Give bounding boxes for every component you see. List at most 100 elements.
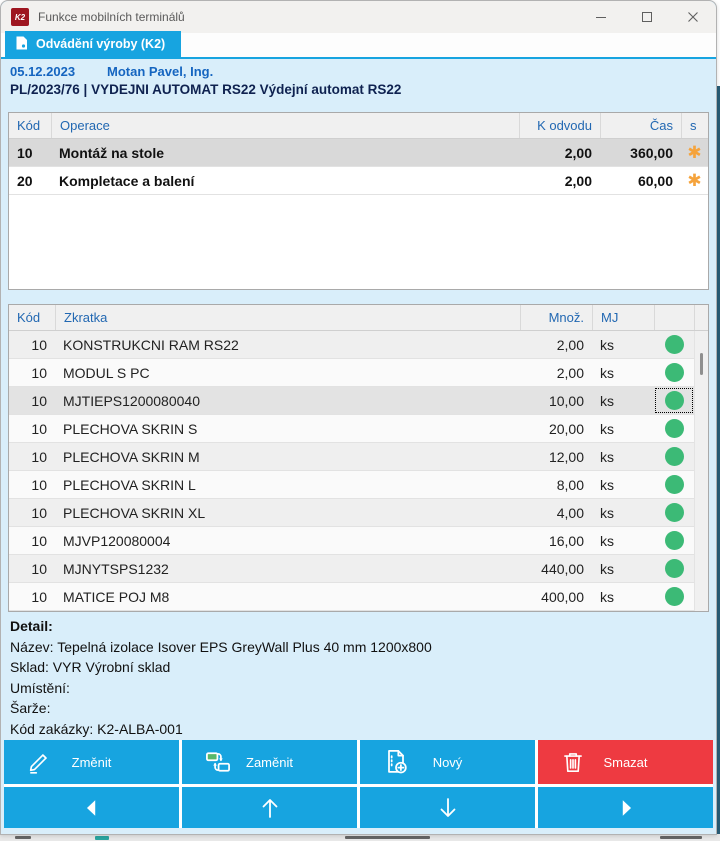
nav-left-button[interactable] [4, 787, 179, 828]
nav-up-button[interactable] [182, 787, 357, 828]
status-indicator [654, 443, 694, 470]
maximize-button[interactable] [624, 1, 670, 33]
cell-mj: ks [600, 588, 614, 605]
cell-mnoz: 400,00 [541, 588, 584, 605]
tab-odvadeni-vyroby[interactable]: Odvádění výroby (K2) [5, 31, 182, 57]
delete-button-label: Smazat [603, 754, 648, 770]
detail-title: Detail: [10, 618, 53, 634]
cell-kod: 10 [31, 588, 47, 605]
status-indicator [654, 583, 694, 610]
green-status-icon [664, 447, 684, 466]
table-row[interactable]: 10 KONSTRUKCNI RAM RS22 2,00 ks [9, 331, 708, 359]
cell-kod: 10 [31, 504, 47, 521]
green-status-icon [664, 363, 684, 382]
k2-app-icon: K2 [11, 8, 29, 26]
tab-label: Odvádění výroby (K2) [36, 37, 166, 51]
background-text-fragment [15, 836, 31, 839]
nav-down-button[interactable] [360, 787, 535, 828]
trash-icon [560, 749, 586, 775]
production-document-icon [15, 36, 28, 53]
swap-icon [204, 748, 232, 776]
delete-button[interactable]: Smazat [538, 740, 713, 784]
cell-mj: ks [600, 364, 614, 381]
arrow-down-icon [436, 795, 460, 821]
cell-zkratka: MODUL S PC [63, 364, 150, 381]
detail-umisteni: Umístění: [10, 679, 70, 696]
new-button-label: Nový [432, 754, 463, 770]
column-header-operace: Operace [51, 113, 519, 138]
green-status-icon [664, 391, 684, 410]
cell-zkratka: PLECHOVA SKRIN L [63, 476, 196, 493]
cell-mnoz: 8,00 [556, 476, 584, 493]
detail-panel: Detail: Název: Tepelná izolace Isover EP… [1, 612, 716, 738]
cell-zkratka: KONSTRUKCNI RAM RS22 [63, 336, 239, 353]
cell-zkratka: MJTIEPS1200080040 [63, 392, 200, 409]
column-header-status [654, 305, 694, 330]
minimize-button[interactable] [578, 1, 624, 33]
materials-table: Kód Zkratka Množ. MJ 10 KONSTRUKCNI RAM … [8, 304, 709, 612]
table-row[interactable]: 20 Kompletace a balení 2,00 60,00 ✱ [9, 167, 708, 195]
change-button-label: Změnit [71, 754, 112, 770]
table-row[interactable]: 10 PLECHOVA SKRIN S 20,00 ks [9, 415, 708, 443]
status-indicator [654, 555, 694, 582]
column-header-cas: Čas [600, 113, 681, 138]
cell-mnoz: 20,00 [548, 420, 584, 437]
cell-mnoz: 440,00 [541, 560, 584, 577]
cell-mj: ks [600, 392, 614, 409]
detail-nazev: Název: Tepelná izolace Isover EPS GreyWa… [10, 638, 432, 655]
cell-k-odvodu: 2,00 [564, 144, 592, 161]
cell-cas: 60,00 [637, 172, 673, 189]
cell-kod: 10 [31, 364, 47, 381]
background-icon-fragment [95, 836, 109, 840]
status-indicator [654, 527, 694, 554]
cell-operace: Montáž na stole [59, 144, 165, 161]
cell-kod: 10 [31, 448, 47, 465]
green-status-icon [664, 531, 684, 550]
table-row[interactable]: 10 MATICE POJ M8 400,00 ks [9, 583, 708, 611]
new-document-icon [382, 748, 410, 776]
cell-mnoz: 16,00 [548, 532, 584, 549]
document-user: Motan Pavel, Ing. [107, 64, 214, 79]
status-indicator [654, 471, 694, 498]
table-row[interactable]: 10 PLECHOVA SKRIN XL 4,00 ks [9, 499, 708, 527]
green-status-icon [664, 503, 684, 522]
cell-zkratka: PLECHOVA SKRIN XL [63, 504, 206, 521]
swap-button-label: Zaměnit [246, 754, 293, 770]
tab-bar: Odvádění výroby (K2) [1, 31, 716, 59]
cell-mj: ks [600, 336, 614, 353]
document-header: 05.12.2023 Motan Pavel, Ing. PL/2023/76 … [1, 59, 716, 112]
nav-right-button[interactable] [538, 787, 713, 828]
table-row[interactable]: 10 MODUL S PC 2,00 ks [9, 359, 708, 387]
background-text-fragment [345, 836, 430, 839]
cell-zkratka: PLECHOVA SKRIN M [63, 448, 200, 465]
swap-button[interactable]: Zaměnit [182, 740, 357, 784]
table-row[interactable]: 10 PLECHOVA SKRIN M 12,00 ks [9, 443, 708, 471]
arrow-left-icon [81, 796, 103, 820]
table-row-selected[interactable]: 10 MJTIEPS1200080040 10,00 ks [9, 387, 708, 415]
arrow-right-icon [615, 796, 637, 820]
new-button[interactable]: Nový [360, 740, 535, 784]
cell-operace: Kompletace a balení [59, 172, 195, 189]
cell-mnoz: 2,00 [556, 336, 584, 353]
cell-kod: 10 [17, 144, 33, 161]
operations-table: Kód Operace K odvodu Čas s 10 Montáž na … [8, 112, 709, 290]
cell-mnoz: 2,00 [556, 364, 584, 381]
vertical-scrollbar[interactable] [694, 331, 708, 611]
materials-table-header: Kód Zkratka Množ. MJ [9, 305, 708, 331]
window-controls [578, 1, 716, 33]
table-row[interactable]: 10 MJNYTSPS1232 440,00 ks [9, 555, 708, 583]
table-row[interactable]: 10 Montáž na stole 2,00 360,00 ✱ [9, 139, 708, 167]
change-button[interactable]: Změnit [4, 740, 179, 784]
column-header-mnoz: Množ. [520, 305, 592, 330]
table-row[interactable]: 10 PLECHOVA SKRIN L 8,00 ks [9, 471, 708, 499]
status-indicator [654, 331, 694, 358]
detail-sklad: Sklad: VYR Výrobní sklad [10, 659, 171, 675]
scrollbar-thumb[interactable] [700, 353, 703, 375]
cell-zkratka: MJVP120080004 [63, 532, 171, 549]
table-row[interactable]: 10 MJVP120080004 16,00 ks [9, 527, 708, 555]
cell-mj: ks [600, 448, 614, 465]
close-button[interactable] [670, 1, 716, 33]
cell-zkratka: MATICE POJ M8 [63, 588, 170, 605]
window-title: Funkce mobilních terminálů [38, 10, 185, 24]
